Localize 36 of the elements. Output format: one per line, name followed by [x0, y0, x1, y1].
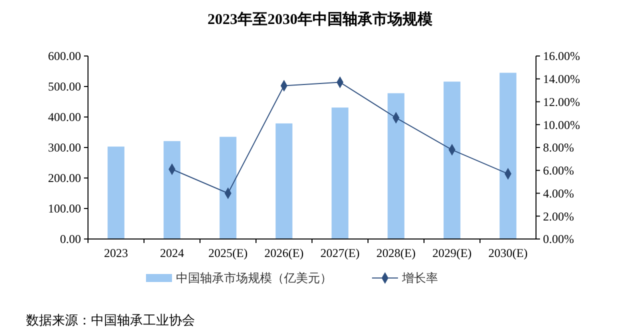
y2-tick-label: 4.00%	[543, 186, 574, 200]
legend-label: 中国轴承市场规模（亿美元）	[176, 271, 332, 286]
x-tick-label: 2027(E)	[320, 246, 360, 260]
y2-tick-label: 6.00%	[543, 164, 574, 178]
y2-tick-label: 2.00%	[543, 209, 574, 224]
x-tick-label: 2026(E)	[264, 246, 304, 260]
y-tick-label: 600.00	[48, 49, 81, 64]
y2-tick-label: 0.00%	[543, 232, 574, 246]
source-note: 数据来源：中国轴承工业协会	[26, 312, 195, 328]
x-tick-label: 2028(E)	[376, 246, 416, 260]
x-tick-label: 2024	[160, 246, 184, 260]
y2-tick-label: 12.00%	[543, 94, 580, 109]
legend-label: 增长率	[401, 271, 438, 286]
bar	[164, 141, 180, 239]
y2-tick-label: 14.00%	[543, 72, 580, 86]
bar	[388, 93, 404, 239]
y-tick-label: 500.00	[48, 80, 81, 94]
bar	[276, 123, 292, 239]
bar	[332, 108, 348, 239]
y-tick-label: 200.00	[48, 171, 81, 186]
y2-tick-label: 16.00%	[543, 49, 580, 64]
y2-tick-label: 10.00%	[543, 118, 580, 132]
bar	[108, 146, 124, 239]
bar	[220, 136, 236, 239]
chart-title: 2023年至2030年中国轴承市场规模	[208, 10, 434, 28]
x-tick-label: 2023	[104, 246, 128, 260]
y-tick-label: 300.00	[48, 140, 81, 155]
y2-tick-label: 8.00%	[543, 140, 574, 155]
y-tick-label: 400.00	[48, 110, 81, 124]
bar	[500, 72, 516, 239]
x-tick-label: 2025(E)	[208, 246, 248, 260]
x-tick-label: 2029(E)	[432, 246, 472, 260]
y-tick-label: 0.00	[60, 232, 81, 246]
x-tick-label: 2030(E)	[488, 246, 528, 260]
bar	[444, 82, 460, 239]
y-tick-label: 100.00	[48, 202, 81, 216]
